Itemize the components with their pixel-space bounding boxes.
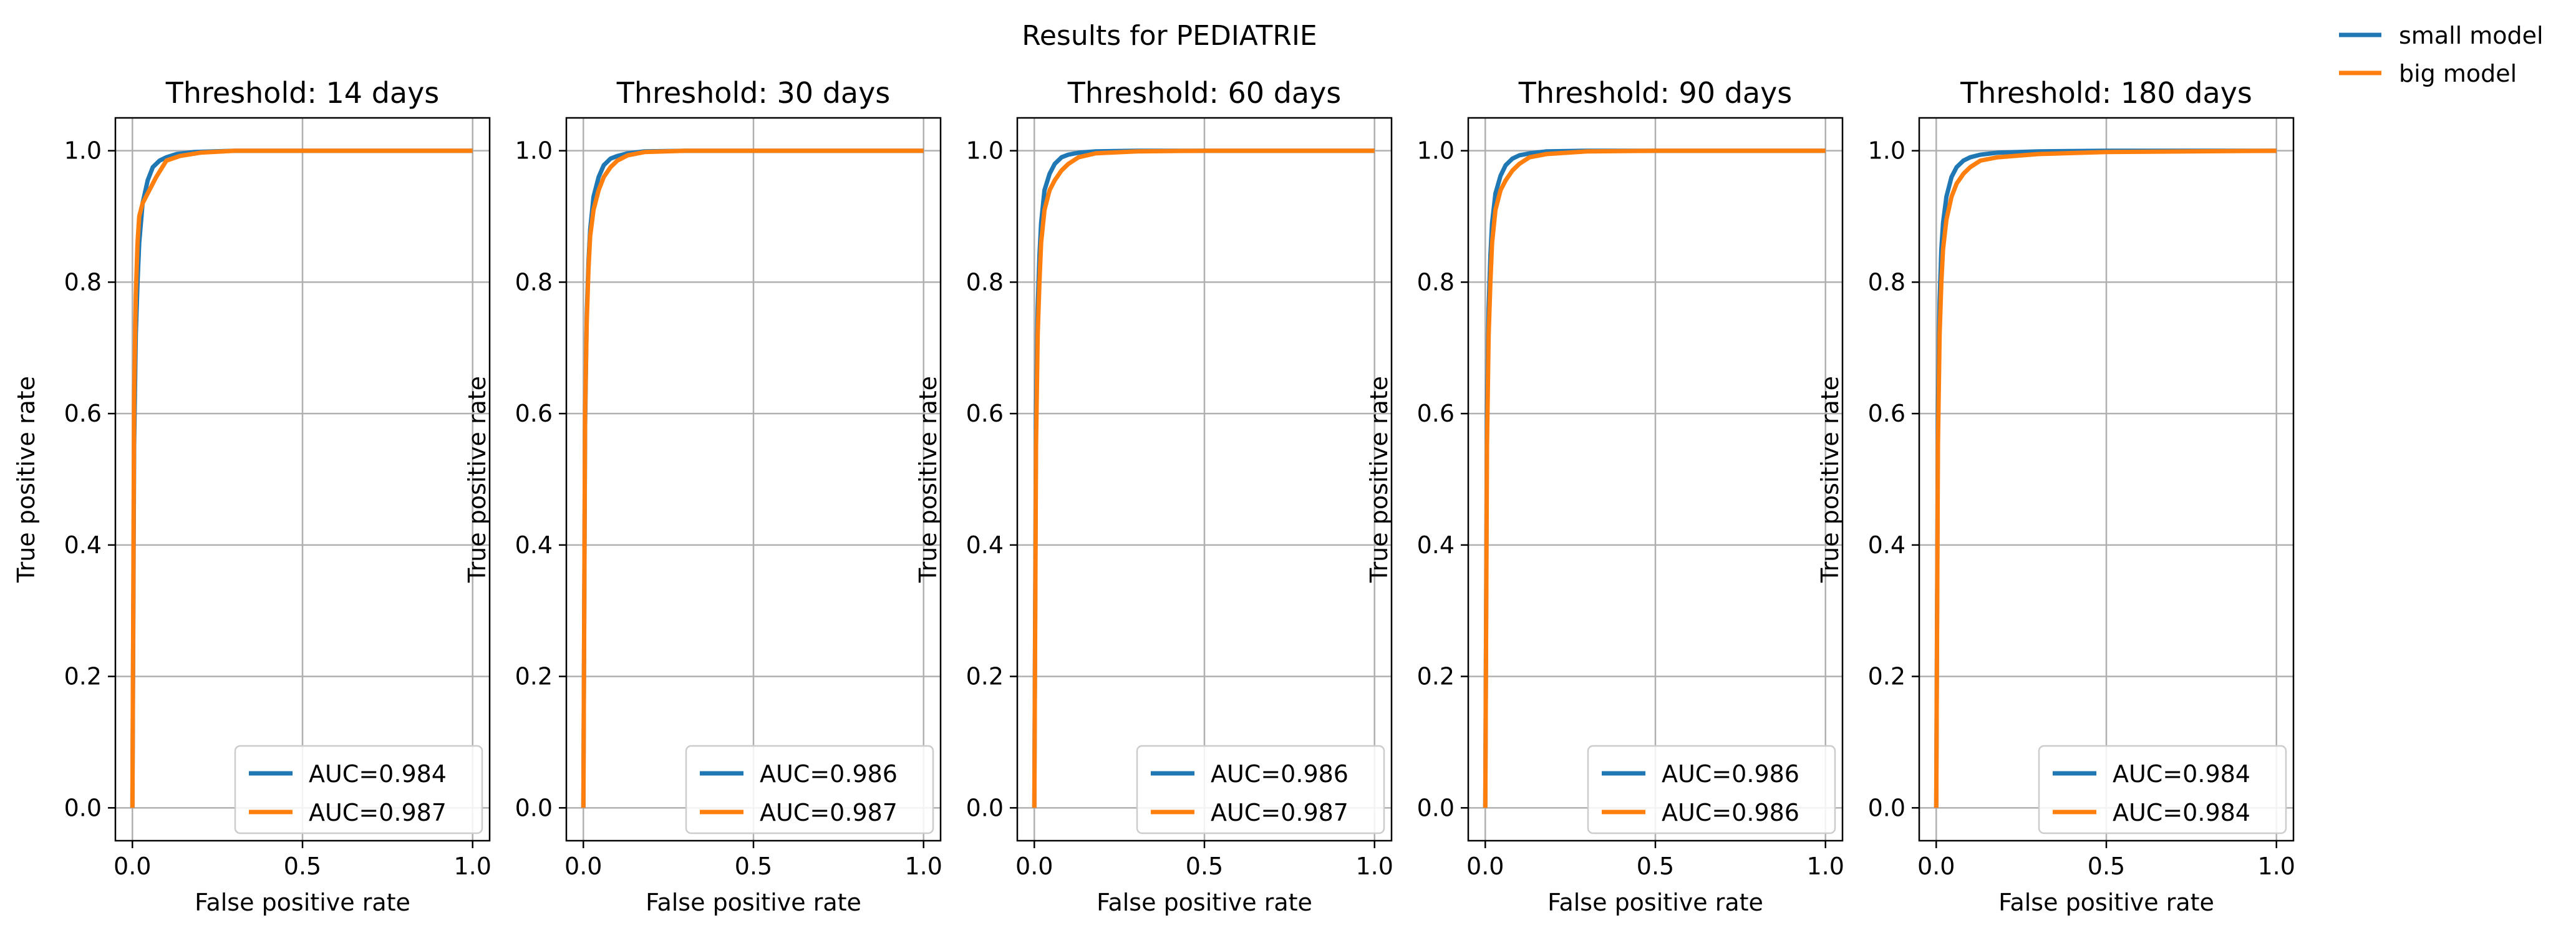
x-tick-label: 1.0 [454, 853, 491, 880]
y-tick-label: 0.4 [1417, 531, 1455, 559]
y-tick-label: 0.8 [1417, 268, 1455, 296]
x-tick-label: 0.0 [1917, 853, 1955, 880]
y-tick-label: 1.0 [64, 137, 102, 165]
y-tick-label: 0.8 [64, 268, 102, 296]
legend-label-big-model: big model [2399, 60, 2517, 87]
x-tick-label: 0.5 [735, 853, 772, 880]
x-tick-label: 1.0 [1356, 853, 1393, 880]
legend-label: AUC=0.986 [760, 760, 898, 788]
y-tick-label: 0.8 [515, 268, 553, 296]
x-axis-label: False positive rate [1097, 889, 1312, 916]
x-tick-label: 0.5 [284, 853, 321, 880]
x-axis-label: False positive rate [1998, 889, 2214, 916]
y-tick-label: 0.2 [64, 663, 102, 690]
y-tick-label: 0.8 [1868, 268, 1905, 296]
y-tick-label: 0.0 [64, 794, 102, 821]
y-tick-label: 0.2 [1417, 663, 1455, 690]
subplot-1: 0.0 0.2 0.4 0.6 0.8 1.0 0.0 0.5 1.0 Threshold: 14… [12, 76, 491, 916]
y-axis-label: True positive rate [914, 376, 942, 583]
roc-curve-big-model [1934, 148, 2277, 808]
x-tick-label: 1.0 [2258, 853, 2295, 880]
x-tick-label: 1.0 [905, 853, 942, 880]
x-axis-label: False positive rate [1547, 889, 1763, 916]
subplot-4: 0.0 0.2 0.4 0.6 0.8 1.0 0.0 0.5 1.0 Threshold: 90… [1365, 76, 1844, 916]
x-axis-label: False positive rate [646, 889, 861, 916]
y-tick-label: 0.6 [64, 400, 102, 427]
roc-curve-big-model [1032, 148, 1375, 808]
legend-box [1136, 745, 1385, 834]
x-tick-label: 0.5 [1637, 853, 1674, 880]
y-tick-label: 0.8 [966, 268, 1004, 296]
legend-label: AUC=0.984 [2113, 760, 2250, 788]
subplots: 0.0 0.2 0.4 0.6 0.8 1.0 0.0 0.5 1.0 Threshold: 14… [12, 76, 2295, 916]
subplot-2: 0.0 0.2 0.4 0.6 0.8 1.0 0.0 0.5 1.0 Threshold: 30… [463, 76, 942, 916]
y-tick-label: 0.0 [966, 794, 1004, 821]
x-tick-label: 0.0 [1015, 853, 1053, 880]
x-axis-label: False positive rate [195, 889, 410, 916]
y-tick-label: 0.6 [515, 400, 553, 427]
x-tick-label: 0.5 [1186, 853, 1223, 880]
y-tick-label: 1.0 [966, 137, 1004, 165]
subplot-title: Threshold: 14 days [165, 76, 440, 110]
y-tick-label: 0.2 [1868, 663, 1905, 690]
y-tick-label: 1.0 [1417, 137, 1455, 165]
legend-box [234, 745, 483, 834]
figure-suptitle: Results for PEDIATRIE [1022, 20, 1317, 52]
roc-curve-big-model [581, 148, 924, 808]
subplot-3: 0.0 0.2 0.4 0.6 0.8 1.0 0.0 0.5 1.0 Threshold: 60… [914, 76, 1393, 916]
legend-label: AUC=0.987 [760, 799, 898, 826]
subplot-legend: AUC=0.984 AUC=0.987 [234, 745, 483, 834]
subplot-title: Threshold: 30 days [616, 76, 891, 110]
legend-label: AUC=0.986 [1662, 760, 1799, 788]
subplot-title: Threshold: 60 days [1067, 76, 1342, 110]
x-tick-label: 0.0 [564, 853, 602, 880]
y-tick-label: 0.6 [966, 400, 1004, 427]
legend-box [2038, 745, 2287, 834]
legend-box [685, 745, 934, 834]
subplot-title: Threshold: 180 days [1960, 76, 2252, 110]
x-tick-label: 0.0 [114, 853, 151, 880]
y-tick-label: 0.0 [1417, 794, 1455, 821]
y-axis-label: True positive rate [1816, 376, 1844, 583]
y-axis-label: True positive rate [1365, 376, 1393, 583]
legend-label: AUC=0.987 [1211, 799, 1349, 826]
y-tick-label: 0.4 [64, 531, 102, 559]
roc-curve-big-model [1483, 148, 1826, 808]
y-axis-label: True positive rate [12, 376, 40, 583]
x-tick-label: 0.5 [2088, 853, 2125, 880]
x-tick-label: 0.0 [1466, 853, 1504, 880]
y-tick-label: 0.0 [1868, 794, 1905, 821]
subplot-5: 0.0 0.2 0.4 0.6 0.8 1.0 0.0 0.5 1.0 Threshold: 18… [1816, 76, 2295, 916]
y-tick-label: 0.2 [966, 663, 1004, 690]
subplot-legend: AUC=0.986 AUC=0.987 [1136, 745, 1385, 834]
subplot-legend: AUC=0.986 AUC=0.986 [1587, 745, 1836, 834]
legend-label: AUC=0.984 [309, 760, 447, 788]
y-tick-label: 0.4 [515, 531, 553, 559]
legend-label: AUC=0.986 [1662, 799, 1799, 826]
y-tick-label: 0.6 [1868, 400, 1905, 427]
legend-label: AUC=0.984 [2113, 799, 2250, 826]
legend-box [1587, 745, 1836, 834]
subplot-legend: AUC=0.984 AUC=0.984 [2038, 745, 2287, 834]
y-tick-label: 1.0 [515, 137, 553, 165]
y-tick-label: 0.4 [966, 531, 1004, 559]
y-axis-label: True positive rate [463, 376, 491, 583]
y-tick-label: 1.0 [1868, 137, 1905, 165]
legend-label: AUC=0.987 [309, 799, 447, 826]
figure-legend: small model big model [2339, 22, 2544, 87]
y-tick-label: 0.6 [1417, 400, 1455, 427]
subplot-legend: AUC=0.986 AUC=0.987 [685, 745, 934, 834]
legend-label-small-model: small model [2399, 22, 2544, 49]
y-tick-label: 0.2 [515, 663, 553, 690]
subplot-title: Threshold: 90 days [1518, 76, 1793, 110]
legend-label: AUC=0.986 [1211, 760, 1349, 788]
y-tick-label: 0.4 [1868, 531, 1905, 559]
y-tick-label: 0.0 [515, 794, 553, 821]
x-tick-label: 1.0 [1807, 853, 1844, 880]
roc-curve-big-model [130, 148, 473, 808]
